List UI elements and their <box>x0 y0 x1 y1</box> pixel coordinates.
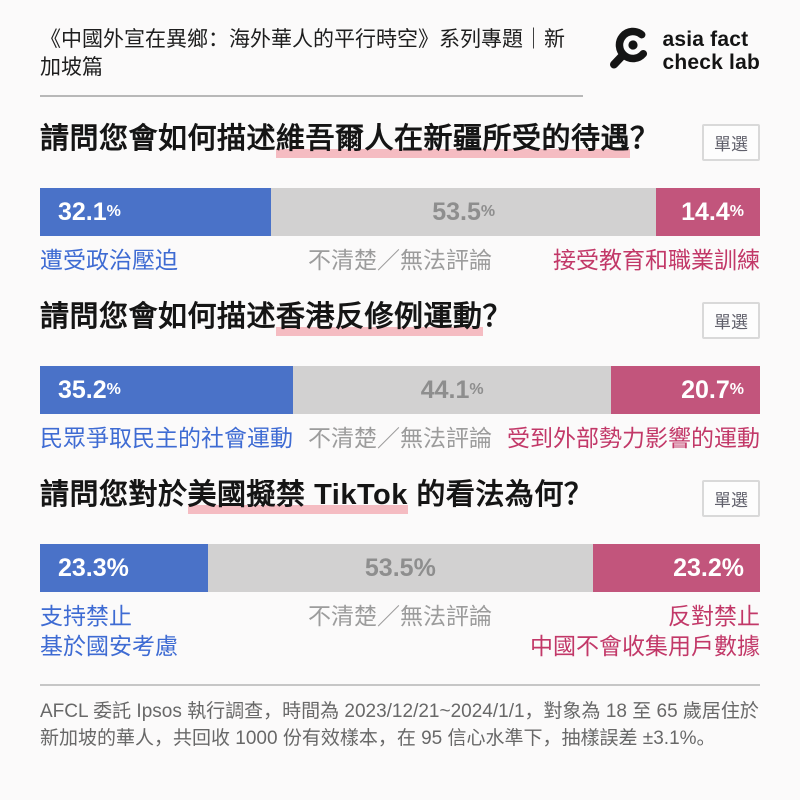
bar-segment-gray: 53.5% <box>271 188 657 236</box>
title-plain: ？ <box>482 301 513 333</box>
methodology-text: AFCL 委託 Ipsos 執行調查，時間為 2023/12/21~2024/1… <box>40 698 760 752</box>
segment-value: 53.5 <box>432 197 481 226</box>
answer-label-right: 反對禁止 中國不會收集用戶數據 <box>530 603 760 659</box>
question-title: 請問您會如何描述香港反修例運動？ <box>40 300 513 336</box>
segment-value: 23.3 <box>58 553 107 582</box>
methodology-line-1: AFCL 委託 Ipsos 執行調查，時間為 2023/12/21~2024/1… <box>40 701 759 722</box>
magnifier-logo-icon <box>606 24 654 77</box>
answer-label-left: 民眾爭取民主的社會運動 <box>40 425 293 451</box>
series-title: 《中國外宣在異鄉：海外華人的平行時空》系列專題｜新加坡篇 <box>40 28 565 79</box>
segment-value: 53.5 <box>364 553 414 582</box>
segment-value: 44.1 <box>420 375 470 404</box>
title-plain: ？ <box>630 123 660 155</box>
question-heading-row: 請問您會如何描述維吾爾人在新疆所受的待遇？ 單選 <box>40 122 760 161</box>
title-highlighted: 維吾爾人在新疆所受的待遇 <box>276 123 631 158</box>
answer-labels-row: 支持禁止 基於國安考慮 不清楚／無法評論 反對禁止 中國不會收集用戶數據 <box>40 601 760 661</box>
infographic-page: 《中國外宣在異鄉：海外華人的平行時空》系列專題｜新加坡篇 asia fact c… <box>40 26 760 752</box>
logo-line-1: asia fact <box>662 27 749 51</box>
question-heading-row: 請問您會如何描述香港反修例運動？ 單選 <box>40 300 760 339</box>
bar-segment-blue: 23.3% <box>40 544 208 592</box>
segment-value: 14.4 <box>681 197 730 226</box>
title-plain: 的看法為何？ <box>407 479 594 511</box>
answer-label-middle: 不清楚／無法評論 <box>308 425 492 451</box>
title-plain: 請問您會如何描述 <box>40 301 277 333</box>
percent-sign: % <box>106 553 129 582</box>
question-title: 請問您會如何描述維吾爾人在新疆所受的待遇？ <box>40 122 660 158</box>
answer-label-left: 遭受政治壓迫 <box>40 247 178 273</box>
percent-sign: % <box>721 553 744 582</box>
percent-sign: % <box>729 381 744 398</box>
percent-sign: % <box>106 381 121 398</box>
segment-value: 35.2 <box>58 375 107 404</box>
footer-divider <box>40 684 760 686</box>
bar-segment-pink: 20.7% <box>610 366 760 414</box>
percent-sign: % <box>729 203 744 220</box>
single-choice-badge: 單選 <box>702 302 760 339</box>
bar-segment-gray: 53.5% <box>207 544 593 592</box>
answer-labels-row: 遭受政治壓迫 不清楚／無法評論 接受教育和職業訓練 <box>40 245 760 275</box>
single-choice-badge: 單選 <box>702 480 760 517</box>
answer-label-right: 受到外部勢力影響的運動 <box>507 425 760 451</box>
segment-value: 32.1 <box>58 197 107 226</box>
stacked-bar: 35.2% 44.1% 20.7% <box>40 366 760 414</box>
methodology-footer: AFCL 委託 Ipsos 執行調查，時間為 2023/12/21~2024/1… <box>40 684 760 752</box>
title-plain: 請問您會如何描述 <box>40 123 277 155</box>
answer-label-left: 支持禁止 基於國安考慮 <box>40 603 178 659</box>
percent-sign: % <box>469 381 484 398</box>
stacked-bar: 23.3% 53.5% 23.2% <box>40 544 760 592</box>
answer-label-right: 接受教育和職業訓練 <box>553 247 760 273</box>
segment-value: 23.2 <box>673 553 722 582</box>
question-title: 請問您對於美國擬禁 TikTok 的看法為何？ <box>40 478 594 514</box>
answer-label-middle: 不清楚／無法評論 <box>308 603 492 629</box>
bar-segment-blue: 32.1% <box>40 188 272 236</box>
logo-line-2: check lab <box>662 50 760 74</box>
stacked-bar: 32.1% 53.5% 14.4% <box>40 188 760 236</box>
question-block-uyghur: 請問您會如何描述維吾爾人在新疆所受的待遇？ 單選 32.1% 53.5% 14.… <box>40 122 760 275</box>
bar-segment-gray: 44.1% <box>293 366 611 414</box>
bar-segment-blue: 35.2% <box>40 366 294 414</box>
bar-segment-pink: 14.4% <box>656 188 760 236</box>
methodology-line-2: 新加坡的華人，共回收 1000 份有效樣本，在 95 信心水準下，抽樣誤差 ±3… <box>40 728 716 749</box>
percent-sign: % <box>480 203 496 220</box>
question-block-tiktok: 請問您對於美國擬禁 TikTok 的看法為何？ 單選 23.3% 53.5% 2… <box>40 478 760 661</box>
segment-value: 20.7 <box>681 375 730 404</box>
page-header: 《中國外宣在異鄉：海外華人的平行時空》系列專題｜新加坡篇 asia fact c… <box>40 26 760 82</box>
logo-wordmark: asia fact check lab <box>662 28 760 74</box>
percent-sign: % <box>413 553 436 582</box>
title-highlighted: 美國擬禁 TikTok <box>187 479 408 514</box>
title-plain: 請問您對於 <box>40 479 188 511</box>
afcl-logo: asia fact check lab <box>606 24 760 77</box>
single-choice-badge: 單選 <box>702 124 760 161</box>
answer-label-middle: 不清楚／無法評論 <box>308 247 492 273</box>
answer-labels-row: 民眾爭取民主的社會運動 不清楚／無法評論 受到外部勢力影響的運動 <box>40 423 760 453</box>
bar-segment-pink: 23.2% <box>592 544 760 592</box>
header-divider <box>40 95 583 97</box>
title-highlighted: 香港反修例運動 <box>276 301 483 336</box>
percent-sign: % <box>106 203 121 220</box>
question-heading-row: 請問您對於美國擬禁 TikTok 的看法為何？ 單選 <box>40 478 760 517</box>
question-block-hongkong: 請問您會如何描述香港反修例運動？ 單選 35.2% 44.1% 20.7% 民眾… <box>40 300 760 453</box>
